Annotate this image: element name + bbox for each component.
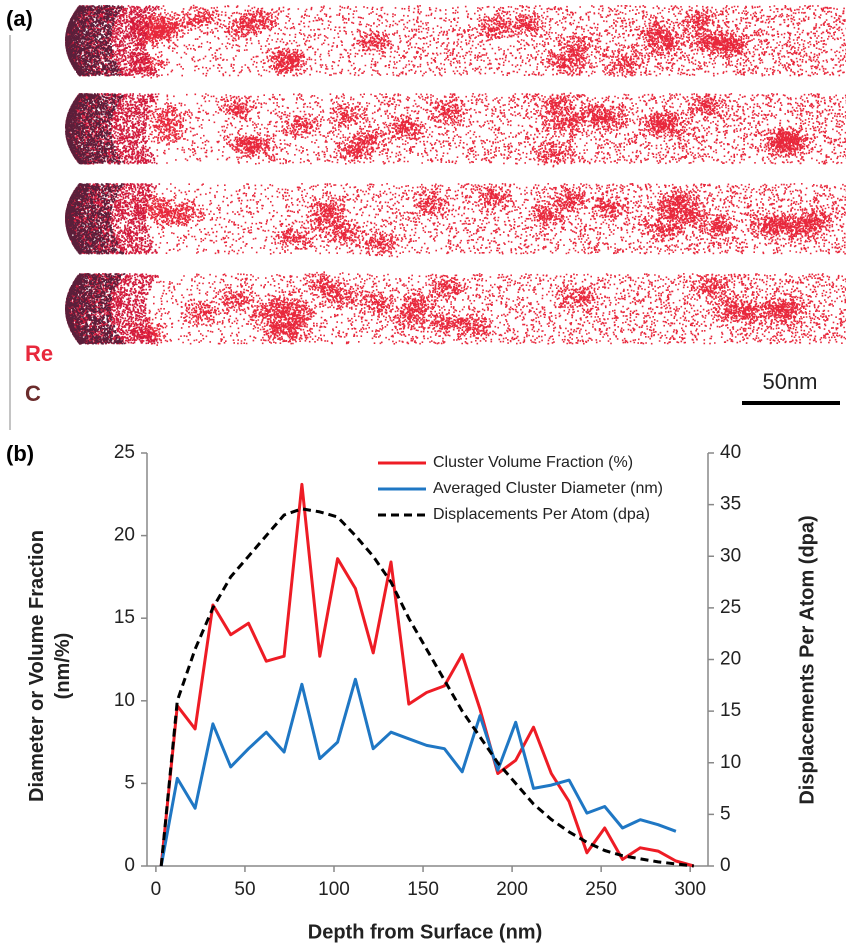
y-tick-label: 5 xyxy=(124,772,135,793)
x-tick-label: 200 xyxy=(496,879,528,900)
carbon-dots xyxy=(65,93,124,165)
y2-axis-title: Displacements Per Atom (dpa) xyxy=(796,515,818,804)
x-tick-label: 250 xyxy=(585,879,617,900)
y2-tick-label: 25 xyxy=(720,597,741,618)
x-tick-label: 150 xyxy=(407,879,439,900)
atom-dots-tip xyxy=(65,273,159,345)
y2-tick-label: 5 xyxy=(720,803,731,824)
panel-label: (a) xyxy=(6,6,33,31)
atom-dots xyxy=(109,183,846,258)
panel-a: (a) Re C 50nm xyxy=(6,4,846,430)
y2-tick-label: 15 xyxy=(720,700,741,721)
atom-dots-tip xyxy=(65,5,160,77)
x-tick-label: 300 xyxy=(674,879,706,900)
scale-bar-label: 50nm xyxy=(762,369,817,394)
series-line xyxy=(159,507,694,868)
y2-tick-label: 10 xyxy=(720,752,741,773)
legend-re: Re xyxy=(25,341,53,366)
y-axis-title: Diameter or Volume Fraction (nm/%) xyxy=(26,530,74,802)
legend-label: Averaged Cluster Diameter (nm) xyxy=(433,480,663,497)
legend-c: C xyxy=(25,381,41,406)
panel-label: (b) xyxy=(6,441,34,466)
y-tick-label: 15 xyxy=(114,607,135,628)
y2-tick-label: 20 xyxy=(720,649,741,670)
y-tick-label: 10 xyxy=(114,690,135,711)
atom-dots xyxy=(107,92,846,168)
atom-dots xyxy=(105,271,846,346)
carbon-dots xyxy=(65,5,125,77)
y-tick-label: 0 xyxy=(124,855,135,876)
y2-tick-label: 35 xyxy=(720,494,741,515)
x-tick-label: 50 xyxy=(234,879,255,900)
y2-tick-label: 40 xyxy=(720,442,741,463)
x-tick-label: 0 xyxy=(151,879,162,900)
atom-dots xyxy=(105,4,846,79)
y2-tick-label: 30 xyxy=(720,545,741,566)
x-tick-label: 100 xyxy=(318,879,350,900)
legend-label: Cluster Volume Fraction (%) xyxy=(433,454,633,471)
series-line xyxy=(159,482,695,868)
y-tick-label: 20 xyxy=(114,525,135,546)
y2-tick-label: 0 xyxy=(720,855,731,876)
x-axis-title: Depth from Surface (nm) xyxy=(308,921,542,943)
legend-label: Displacements Per Atom (dpa) xyxy=(433,506,650,523)
atom-maps xyxy=(65,4,846,346)
carbon-dots xyxy=(65,273,126,345)
y-tick-label: 25 xyxy=(114,442,135,463)
series-line xyxy=(159,677,677,867)
carbon-dots xyxy=(65,183,125,255)
